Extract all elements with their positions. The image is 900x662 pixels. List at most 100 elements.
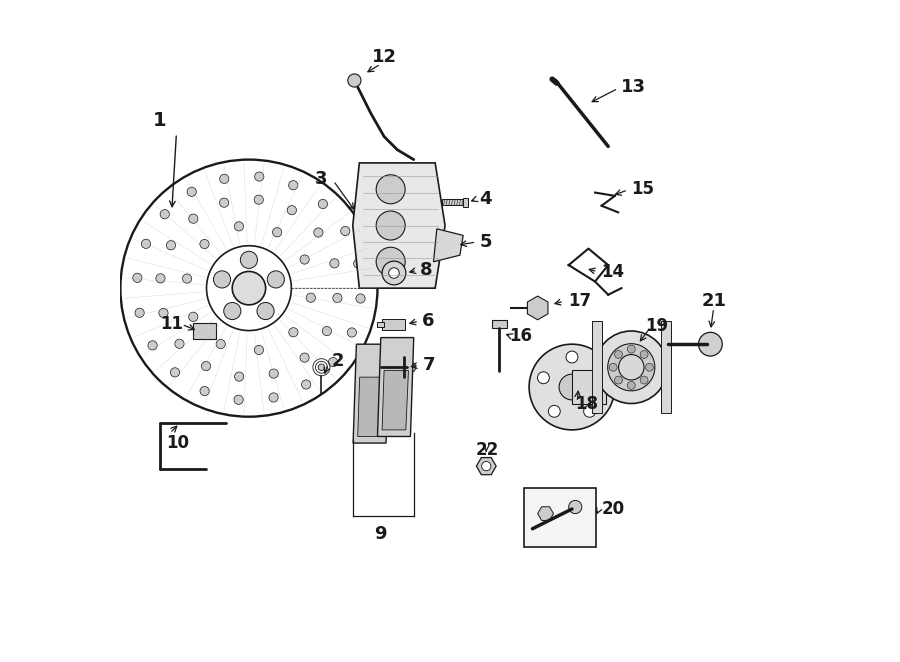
Circle shape [319,199,328,209]
Circle shape [566,351,578,363]
Circle shape [289,181,298,190]
Circle shape [584,405,596,417]
Text: 13: 13 [621,78,646,96]
Circle shape [234,222,244,231]
Circle shape [216,340,225,349]
Circle shape [220,174,229,183]
Circle shape [267,271,284,288]
Circle shape [640,376,648,384]
Circle shape [341,226,350,236]
Bar [442,199,464,205]
Circle shape [640,350,648,358]
Bar [661,321,670,413]
Circle shape [382,261,406,285]
Circle shape [376,211,405,240]
Circle shape [269,393,278,402]
Circle shape [608,344,655,391]
Circle shape [618,355,644,380]
Circle shape [356,294,365,303]
Circle shape [569,500,581,514]
Text: 12: 12 [372,48,397,66]
Bar [491,320,508,328]
Circle shape [627,345,635,353]
Circle shape [269,369,278,378]
Circle shape [548,405,561,417]
Circle shape [627,381,635,389]
Circle shape [187,187,196,197]
Circle shape [529,344,615,430]
Polygon shape [353,344,390,443]
Text: 8: 8 [420,261,433,279]
Text: 14: 14 [601,263,625,281]
Circle shape [609,363,617,371]
Text: 22: 22 [475,441,499,459]
Circle shape [314,228,323,237]
Text: 16: 16 [509,327,532,346]
Text: 19: 19 [645,316,669,335]
Circle shape [376,248,405,276]
Circle shape [615,376,623,384]
Text: 20: 20 [601,500,625,518]
Circle shape [595,331,668,404]
Bar [377,322,384,327]
Circle shape [595,372,607,384]
Circle shape [254,195,264,205]
Circle shape [319,364,325,371]
Circle shape [220,198,229,207]
Text: 7: 7 [422,356,435,374]
Circle shape [300,255,310,264]
Circle shape [200,387,209,396]
Text: 4: 4 [480,190,492,208]
Circle shape [333,293,342,303]
Circle shape [354,259,363,268]
Circle shape [213,271,230,288]
FancyBboxPatch shape [525,488,597,547]
Polygon shape [382,371,409,430]
Circle shape [166,240,176,250]
Circle shape [255,172,264,181]
Circle shape [189,312,198,322]
Circle shape [405,362,416,373]
Circle shape [234,395,243,404]
Circle shape [328,357,338,367]
Polygon shape [476,457,496,475]
Text: 3: 3 [315,170,328,189]
Text: 2: 2 [331,352,344,369]
Polygon shape [377,338,414,436]
Circle shape [141,239,150,248]
Circle shape [170,367,180,377]
Circle shape [615,350,623,358]
Circle shape [135,308,144,317]
Polygon shape [353,163,446,288]
Circle shape [224,303,241,320]
Circle shape [287,206,296,214]
Bar [572,370,607,404]
Circle shape [255,346,264,355]
Circle shape [289,328,298,337]
Text: 21: 21 [701,293,726,310]
Circle shape [240,252,257,268]
Circle shape [376,175,405,204]
Circle shape [159,308,168,318]
Polygon shape [537,506,554,520]
Text: 9: 9 [374,526,387,544]
Circle shape [257,303,274,320]
Circle shape [482,461,490,471]
Circle shape [645,363,653,371]
Circle shape [302,380,310,389]
Circle shape [347,74,361,87]
Text: 1: 1 [153,111,166,130]
Circle shape [389,267,400,278]
Polygon shape [357,377,384,436]
Circle shape [300,353,310,362]
Circle shape [156,273,165,283]
Circle shape [559,374,585,400]
Circle shape [347,328,356,337]
Text: 17: 17 [569,293,592,310]
Circle shape [329,259,339,268]
Circle shape [202,361,211,371]
Text: 15: 15 [631,180,654,198]
Polygon shape [527,296,548,320]
Circle shape [273,228,282,237]
Circle shape [183,274,192,283]
